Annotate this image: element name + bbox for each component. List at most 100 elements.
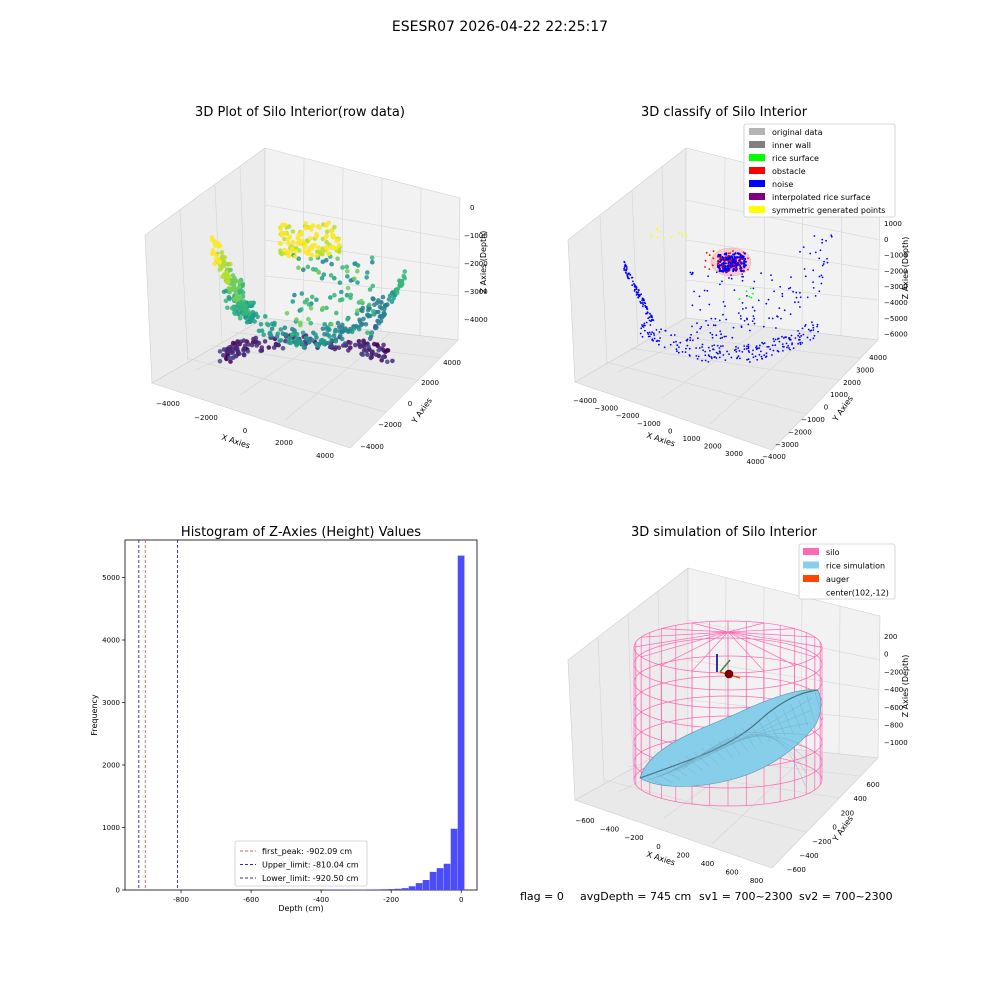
classify-legend-swatch: [749, 167, 765, 174]
classify-noise-point: [735, 265, 738, 268]
raw-point: [290, 229, 296, 234]
classify-noise-point: [721, 336, 724, 339]
classify-noise-point: [765, 302, 768, 305]
raw-point: [335, 256, 340, 262]
classify-noise-point: [638, 289, 640, 292]
classify-obstacle-point: [728, 263, 731, 265]
rice-mesh-line: [701, 747, 718, 765]
classify-noise-point: [648, 316, 651, 318]
raw-point: [301, 267, 306, 273]
raw-point: [332, 292, 337, 298]
raw-point: [271, 345, 277, 350]
classify-noise-point: [794, 301, 796, 304]
raw-point: [308, 256, 314, 262]
classify-xtick: 4000: [746, 458, 764, 466]
classify-title: 3D classify of Silo Interior: [641, 105, 808, 120]
classify-noise-point: [770, 274, 772, 276]
raw-ztick: −2000: [464, 260, 488, 268]
classify-noise-point: [787, 344, 790, 347]
raw-point: [322, 322, 328, 327]
classify-noise-point: [743, 266, 746, 269]
raw-point: [374, 325, 379, 330]
classify-noise-point: [715, 334, 718, 337]
raw-point: [349, 329, 355, 335]
classify-noise-point: [738, 349, 741, 352]
classify-obstacle-point: [732, 263, 735, 266]
classify-rice-point: [750, 296, 753, 299]
sim-legend-label: rice simulation: [826, 562, 885, 571]
raw-point: [355, 280, 360, 285]
classify-noise-point: [737, 312, 740, 314]
hist-bar: [387, 889, 395, 890]
classify-legend-label: original data: [772, 128, 823, 137]
classify-noise-point: [755, 346, 757, 349]
raw-point: [308, 224, 313, 230]
classify-noise-point: [813, 235, 816, 237]
classify-symmetric-point: [685, 234, 688, 237]
raw-point: [306, 302, 312, 307]
classify-noise-point: [710, 356, 713, 358]
classify-noise-point: [719, 352, 721, 354]
classify-noise-point: [811, 321, 813, 324]
raw-point: [346, 329, 351, 335]
silo-dome-rib: [691, 631, 729, 672]
classify-noise-point: [639, 332, 642, 335]
classify-noise-point: [736, 263, 739, 267]
classify-ytick: −2000: [788, 428, 812, 436]
silo-dome-rib: [727, 631, 815, 658]
raw-point: [212, 261, 217, 267]
classify-noise-point: [719, 283, 721, 286]
raw-point: [269, 326, 275, 332]
raw-point: [248, 319, 253, 324]
raw-point: [303, 221, 309, 226]
silo-dome-rib: [727, 631, 815, 638]
raw-point: [243, 304, 248, 309]
raw-point: [333, 339, 339, 344]
classify-noise-point: [651, 331, 654, 334]
rice-mesh-line: [661, 767, 681, 780]
classify-noise-point: [745, 307, 747, 309]
classify-noise-point: [742, 308, 744, 310]
classify-noise-point: [742, 275, 744, 278]
classify-obstacle-point: [712, 257, 715, 260]
raw-point: [332, 329, 338, 334]
classify-noise-point: [712, 324, 715, 327]
raw-point: [319, 275, 325, 281]
classify-symmetric-point: [678, 231, 681, 234]
raw-point: [342, 341, 348, 346]
classify-noise-point: [644, 304, 647, 307]
classify-noise-point: [695, 347, 697, 349]
classify-xtick: 3000: [725, 450, 743, 458]
raw-point: [365, 352, 370, 357]
sim-ztick: −200: [884, 668, 903, 676]
raw-point: [286, 241, 291, 246]
classify-noise-point: [696, 331, 698, 333]
classify-noise-point: [746, 358, 748, 361]
raw-point: [343, 326, 348, 331]
classify-noise-point: [713, 356, 716, 359]
raw-xtick: −2000: [194, 414, 218, 422]
classify-noise-point: [734, 256, 737, 260]
classify-noise-point: [743, 348, 746, 350]
classify-noise-point: [699, 309, 702, 311]
raw-point: [316, 245, 321, 250]
classify-noise-point: [722, 269, 725, 272]
sim-xtick: 0: [656, 843, 660, 851]
classify-noise-point: [776, 349, 779, 352]
classify-noise-point: [719, 337, 722, 340]
classify-noise-point: [730, 277, 733, 280]
classify-noise-point: [701, 343, 704, 346]
raw-point: [326, 251, 331, 256]
raw-point: [266, 345, 272, 350]
hist-vlines: [138, 540, 178, 890]
classify-noise-point: [703, 289, 706, 292]
raw-point: [381, 342, 386, 348]
classify-noise-point: [677, 351, 680, 354]
silo-dome-rib: [641, 631, 729, 638]
raw-point: [232, 353, 238, 359]
raw-point: [227, 355, 232, 361]
raw-point: [360, 308, 365, 314]
classify-noise-point: [819, 249, 822, 252]
classify-noise-point: [791, 342, 793, 345]
rice-mesh-curve: [647, 697, 813, 781]
